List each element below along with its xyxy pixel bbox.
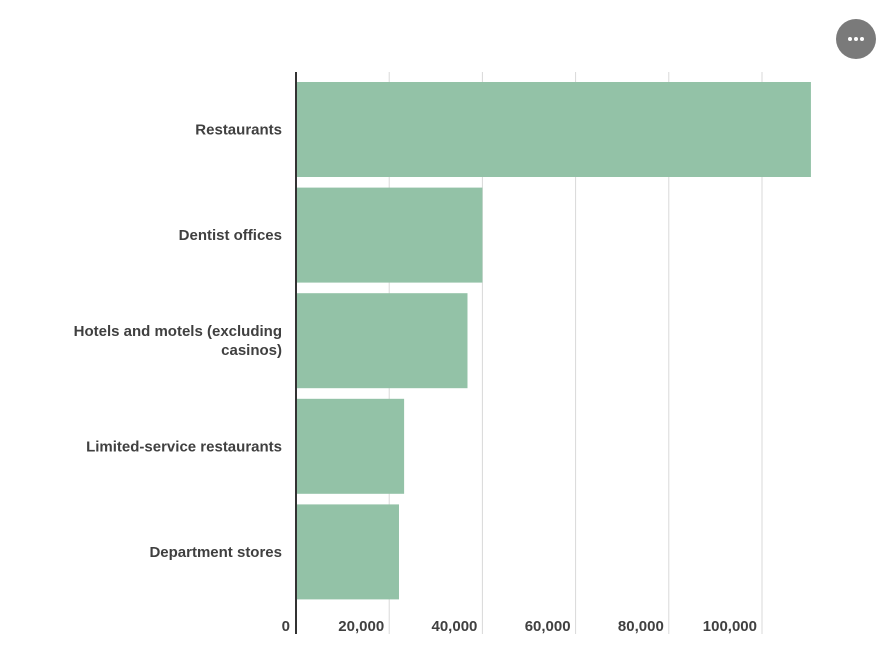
- bar[interactable]: [296, 82, 811, 177]
- category-label-line: Dentist offices: [179, 227, 282, 244]
- bar[interactable]: [296, 398, 405, 494]
- category-label: Limited-service restaurants: [86, 438, 282, 455]
- category-label-line: Restaurants: [195, 122, 282, 139]
- more-options-button[interactable]: [836, 19, 876, 59]
- x-tick-label: 40,000: [432, 618, 478, 635]
- x-tick-label: 100,000: [703, 618, 757, 635]
- category-label: Restaurants: [195, 122, 282, 139]
- category-label-line: Department stores: [149, 544, 282, 561]
- more-horizontal-icon: [848, 37, 864, 41]
- category-label-line: casinos): [221, 342, 282, 359]
- x-tick-label: 0: [282, 618, 290, 635]
- category-label: Dentist offices: [179, 227, 282, 244]
- bar[interactable]: [296, 293, 468, 389]
- bar[interactable]: [296, 187, 483, 283]
- x-tick-label: 80,000: [618, 618, 664, 635]
- category-label: Hotels and motels (excluding casinos): [74, 323, 282, 359]
- category-label-line: Limited-service restaurants: [86, 438, 282, 455]
- category-label-line: Hotels and motels (excluding: [74, 323, 282, 340]
- x-tick-label: 60,000: [525, 618, 571, 635]
- category-label: Department stores: [149, 544, 282, 561]
- bar[interactable]: [296, 504, 399, 600]
- x-tick-label: 20,000: [338, 618, 384, 635]
